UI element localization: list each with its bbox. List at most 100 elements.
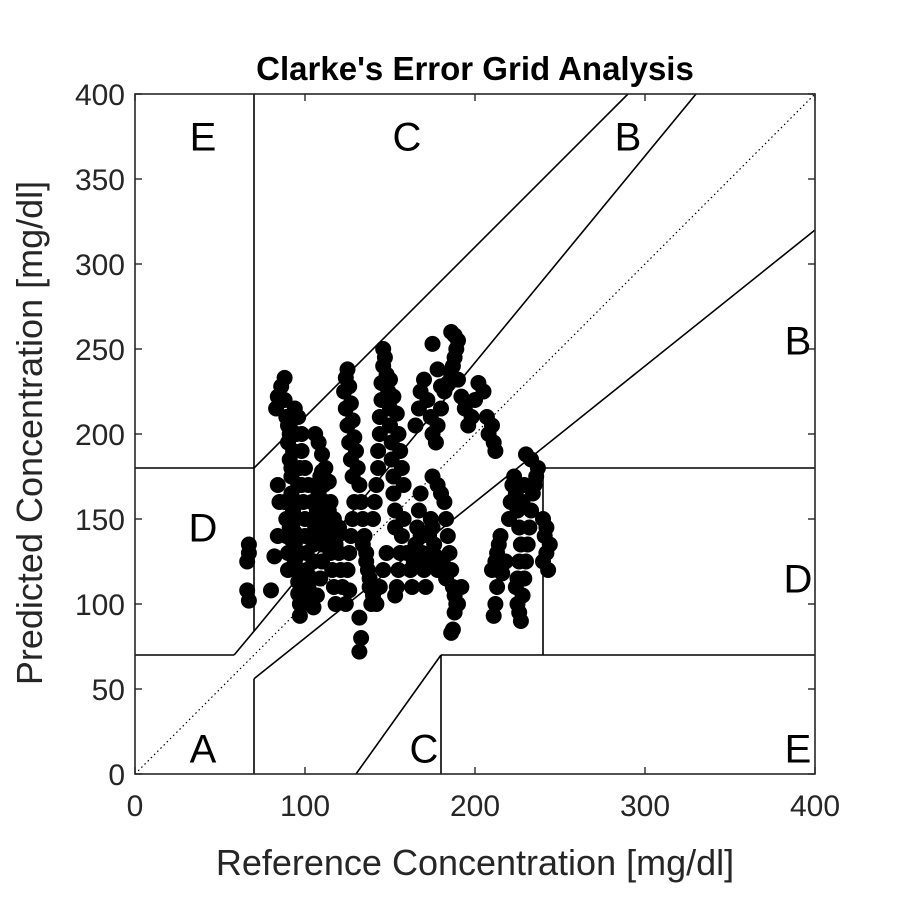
- data-point: [450, 371, 466, 388]
- data-point: [342, 528, 359, 544]
- data-point: [286, 400, 303, 417]
- region-label-e: E: [785, 728, 812, 772]
- region-label-e: E: [190, 116, 217, 160]
- y-tick-label: 400: [75, 79, 125, 112]
- data-point: [376, 349, 393, 366]
- data-point: [424, 335, 441, 352]
- data-point: [518, 553, 534, 570]
- data-point: [314, 553, 330, 570]
- region-labels: E C B D B D A C E: [189, 116, 813, 772]
- data-point: [327, 536, 344, 553]
- data-point: [370, 443, 387, 459]
- data-point: [407, 417, 424, 434]
- data-point: [365, 587, 381, 604]
- data-point: [351, 609, 368, 626]
- data-point: [302, 596, 319, 612]
- data-point: [489, 579, 506, 595]
- data-point: [342, 395, 359, 412]
- data-point: [339, 562, 356, 578]
- data-point: [266, 548, 283, 565]
- data-point: [475, 383, 492, 400]
- data-point: [281, 426, 298, 442]
- region-label-d: D: [189, 507, 218, 551]
- data-point: [368, 477, 385, 493]
- data-point: [516, 477, 533, 493]
- data-point: [492, 528, 509, 544]
- y-tick-label: 0: [108, 759, 125, 792]
- data-point: [358, 553, 375, 570]
- x-tick-label: 400: [790, 790, 840, 823]
- identity-line: [134, 93, 816, 775]
- data-point: [424, 519, 441, 536]
- y-axis-label: Predicted Concentration [mg/dl]: [9, 181, 50, 685]
- data-point: [375, 562, 392, 578]
- data-point: [521, 519, 538, 536]
- x-tick-label: 100: [280, 790, 330, 823]
- data-point: [516, 570, 533, 587]
- data-point: [541, 536, 558, 553]
- data-point: [285, 443, 302, 459]
- data-point: [354, 536, 371, 553]
- data-point: [443, 624, 460, 641]
- data-point: [538, 519, 555, 536]
- data-point: [351, 477, 368, 493]
- data-point: [344, 412, 361, 429]
- y-tick-label: 200: [75, 419, 125, 452]
- y-tick-label: 250: [75, 334, 125, 367]
- x-axis-label: Reference Concentration [mg/dl]: [216, 842, 734, 883]
- data-point: [240, 592, 257, 609]
- data-point: [341, 545, 358, 561]
- data-point: [348, 443, 364, 459]
- data-point: [392, 443, 409, 459]
- data-point: [317, 519, 334, 536]
- data-point: [390, 426, 407, 442]
- data-point: [346, 429, 363, 446]
- data-point: [395, 477, 412, 493]
- data-point: [436, 494, 453, 510]
- data-point: [339, 361, 356, 378]
- data-point: [269, 477, 286, 493]
- data-point: [388, 405, 405, 422]
- data-point: [286, 553, 303, 570]
- identity-line-segment: [134, 93, 816, 775]
- data-point: [382, 371, 398, 388]
- data-point: [453, 579, 470, 595]
- data-point: [412, 485, 429, 502]
- data-point: [297, 460, 313, 476]
- data-point: [337, 596, 354, 612]
- data-point: [485, 607, 502, 624]
- data-point: [410, 502, 427, 519]
- data-point: [239, 553, 256, 570]
- data-points: [239, 324, 558, 660]
- data-point: [487, 596, 504, 612]
- data-point: [395, 511, 412, 527]
- y-tick-label: 100: [75, 589, 125, 622]
- data-point: [320, 502, 337, 519]
- data-point: [317, 460, 334, 476]
- data-point: [366, 494, 383, 510]
- zone-boundary-10: [355, 654, 442, 775]
- data-point: [283, 460, 300, 476]
- data-point: [433, 378, 449, 395]
- data-point: [416, 371, 432, 388]
- data-point: [353, 494, 370, 510]
- y-tick-label: 50: [92, 674, 125, 707]
- x-tick-label: 300: [620, 790, 670, 823]
- data-point: [320, 473, 337, 490]
- y-tick-label: 350: [75, 164, 125, 197]
- data-point: [351, 643, 368, 660]
- zone-boundary-5: [233, 630, 255, 656]
- data-point: [370, 460, 387, 476]
- data-point: [514, 494, 531, 510]
- data-point: [404, 579, 421, 595]
- region-label-a: A: [190, 728, 217, 772]
- axes: 0 100 200 300 400 0 50 100 150 200 250 300 350 400: [75, 79, 840, 823]
- data-point: [518, 446, 534, 463]
- data-point: [390, 562, 407, 578]
- data-point: [429, 417, 446, 434]
- data-point: [263, 582, 279, 599]
- data-point: [349, 460, 366, 476]
- data-point: [385, 388, 402, 405]
- data-point: [365, 511, 381, 527]
